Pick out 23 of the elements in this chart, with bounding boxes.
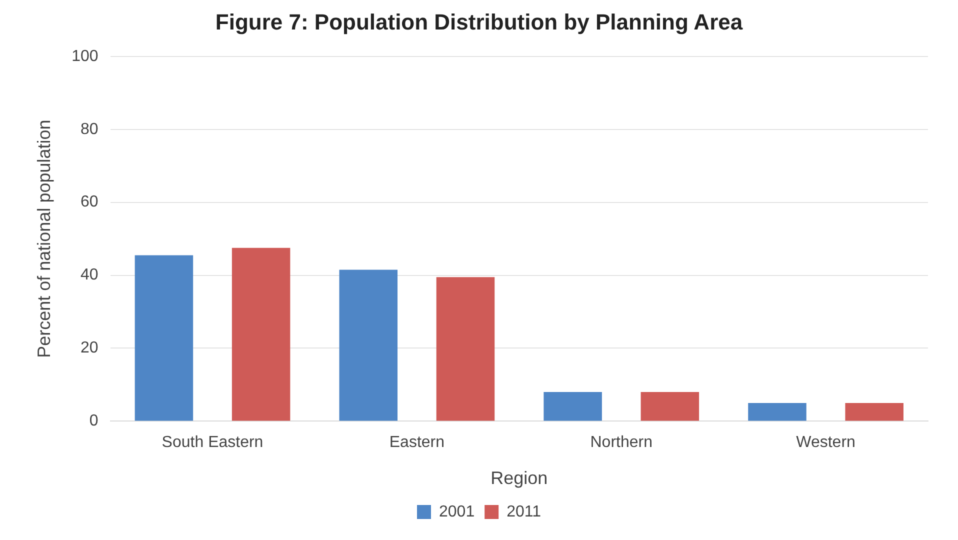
bar [134, 255, 194, 421]
x-tick-label: Eastern [389, 434, 445, 452]
y-tick-label: 100 [72, 48, 98, 65]
y-tick-label: 80 [80, 120, 98, 138]
y-tick-label: 40 [80, 266, 98, 284]
x-tick-label: South Eastern [162, 434, 264, 452]
bar [544, 392, 602, 421]
x-axis-title: Region [490, 468, 548, 488]
bar [640, 392, 700, 421]
legend-label: 2001 [439, 503, 475, 520]
y-axis-title: Percent of national population [34, 120, 54, 358]
bar [748, 402, 806, 421]
bar [339, 270, 398, 421]
x-tick-label: Northern [590, 434, 652, 452]
legend-label: 2011 [506, 503, 542, 520]
chart-title: Figure 7: Population Distribution by Planning Area [215, 9, 744, 34]
bar [436, 277, 495, 421]
y-tick-label: 20 [80, 340, 98, 357]
y-tick-label: 60 [80, 194, 98, 211]
y-tick-label: 0 [89, 412, 98, 430]
bar [232, 248, 290, 421]
x-tick-label: Western [796, 434, 856, 452]
bar [845, 402, 904, 421]
